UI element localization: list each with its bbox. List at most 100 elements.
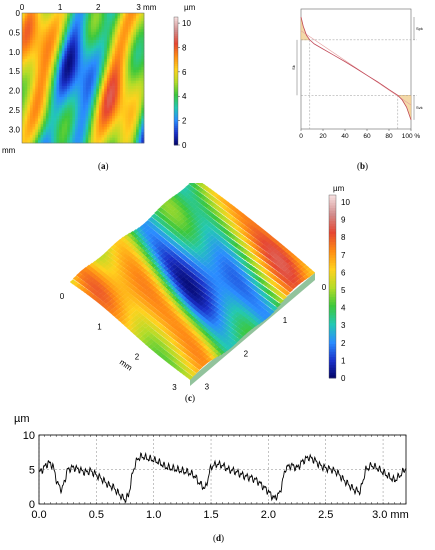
colorbar-segment <box>329 312 336 316</box>
colorbar-tick-label: 1 <box>341 356 346 365</box>
heatmap-cell <box>64 140 68 144</box>
heatmap-cell <box>75 102 78 106</box>
heatmap-cell <box>109 118 113 122</box>
heatmap-cell <box>45 72 49 76</box>
heatmap-cell <box>141 91 145 95</box>
heatmap-cell <box>101 113 105 117</box>
heatmap-cell <box>61 45 65 49</box>
heatmap-cell <box>59 110 63 114</box>
heatmap-cell <box>64 31 68 35</box>
heatmap-cell <box>122 69 126 73</box>
heatmap-cell <box>69 42 73 46</box>
heatmap-cell <box>27 69 31 73</box>
surface-cell <box>286 287 294 293</box>
heatmap-cell <box>117 50 121 54</box>
heatmap-cell <box>75 61 78 65</box>
heatmap-cell <box>125 88 129 92</box>
heatmap-cell <box>40 126 44 130</box>
heatmap-cell <box>128 110 132 114</box>
heatmap-cell <box>75 56 78 60</box>
heatmap-cell <box>141 29 145 33</box>
heatmap-cell <box>96 48 100 52</box>
x-tick-label: 0.0 <box>31 509 46 521</box>
heatmap-cell <box>122 26 126 30</box>
heatmap-cell <box>45 126 49 130</box>
heatmap-cell <box>114 50 118 54</box>
heatmap-cell <box>85 102 89 106</box>
heatmap-cell <box>37 88 41 92</box>
heatmap-cell <box>24 31 28 35</box>
heatmap-cell <box>80 88 84 92</box>
heatmap-cell <box>133 48 137 52</box>
heatmap-cell <box>32 64 36 68</box>
heatmap-cell <box>114 42 118 46</box>
heatmap-cell <box>96 99 100 103</box>
heatmap-cell <box>130 137 134 141</box>
heatmap-cell <box>130 124 134 128</box>
heatmap-cell <box>37 105 41 109</box>
heatmap-cell <box>35 132 39 136</box>
heatmap-cell <box>128 102 132 106</box>
heatmap-cell <box>106 126 110 130</box>
heatmap-cell <box>136 26 139 30</box>
heatmap-cell <box>104 42 108 46</box>
heatmap-cell <box>98 134 102 138</box>
surface-cell <box>190 239 197 246</box>
heatmap-cell <box>138 118 142 122</box>
heatmap-cell <box>138 72 142 76</box>
heatmap-cell <box>24 132 28 136</box>
heatmap-cell <box>98 15 102 19</box>
heatmap-cell <box>88 78 92 82</box>
heatmap-cell <box>106 48 110 52</box>
heatmap-cell <box>101 94 105 98</box>
heatmap-cell <box>117 56 121 60</box>
surface-cell <box>277 298 285 304</box>
heatmap-cell <box>35 56 39 60</box>
panel-b: Sk Spk Svk 0 20 40 60 80 100 % <box>290 5 435 165</box>
heatmap-cell <box>83 107 86 111</box>
heatmap-cell <box>138 88 142 92</box>
heatmap-cell <box>75 45 78 49</box>
heatmap-cell <box>80 118 84 122</box>
heatmap-cell <box>90 59 94 63</box>
panel-a-label: (a) <box>98 161 109 171</box>
colorbar-tick-label: 0 <box>341 374 346 383</box>
heatmap-cell <box>56 72 60 76</box>
heatmap-cell <box>130 140 134 144</box>
heatmap-cell <box>45 21 49 25</box>
heatmap-cell <box>72 132 76 136</box>
heatmap-cell <box>128 45 132 49</box>
heatmap-cell <box>32 75 36 79</box>
heatmap-cell <box>106 72 110 76</box>
heatmap-cell <box>136 126 139 130</box>
heatmap-cell <box>69 59 73 63</box>
heatmap-cell <box>88 129 92 133</box>
heatmap-cell <box>80 72 84 76</box>
heatmap-cell <box>90 29 94 33</box>
heatmap-cell <box>85 99 89 103</box>
colorbar-segment <box>329 205 336 209</box>
heatmap-cell <box>43 18 47 22</box>
heatmap-cell <box>141 21 145 25</box>
heatmap-cell <box>83 132 86 136</box>
heatmap-cell <box>109 75 113 79</box>
heatmap-cell <box>29 96 33 100</box>
x-tick-label: 3.0 mm <box>372 509 409 521</box>
heatmap-cell <box>77 118 81 122</box>
heatmap-cell <box>32 86 36 90</box>
heatmap-cell <box>64 107 68 111</box>
heatmap-cell <box>35 118 39 122</box>
heatmap-cell <box>93 88 97 92</box>
heatmap-cell <box>51 118 55 122</box>
heatmap-cell <box>98 67 102 71</box>
heatmap-cell <box>53 118 57 122</box>
heatmap-cell <box>64 59 68 63</box>
heatmap-cell <box>83 140 86 144</box>
heatmap-cell <box>43 107 47 111</box>
heatmap-cell <box>122 91 126 95</box>
heatmap-cell <box>22 69 25 73</box>
heatmap-cell <box>56 56 60 60</box>
heatmap-cell <box>80 94 84 98</box>
heatmap-cell <box>56 37 60 41</box>
heatmap-cell <box>45 113 49 117</box>
